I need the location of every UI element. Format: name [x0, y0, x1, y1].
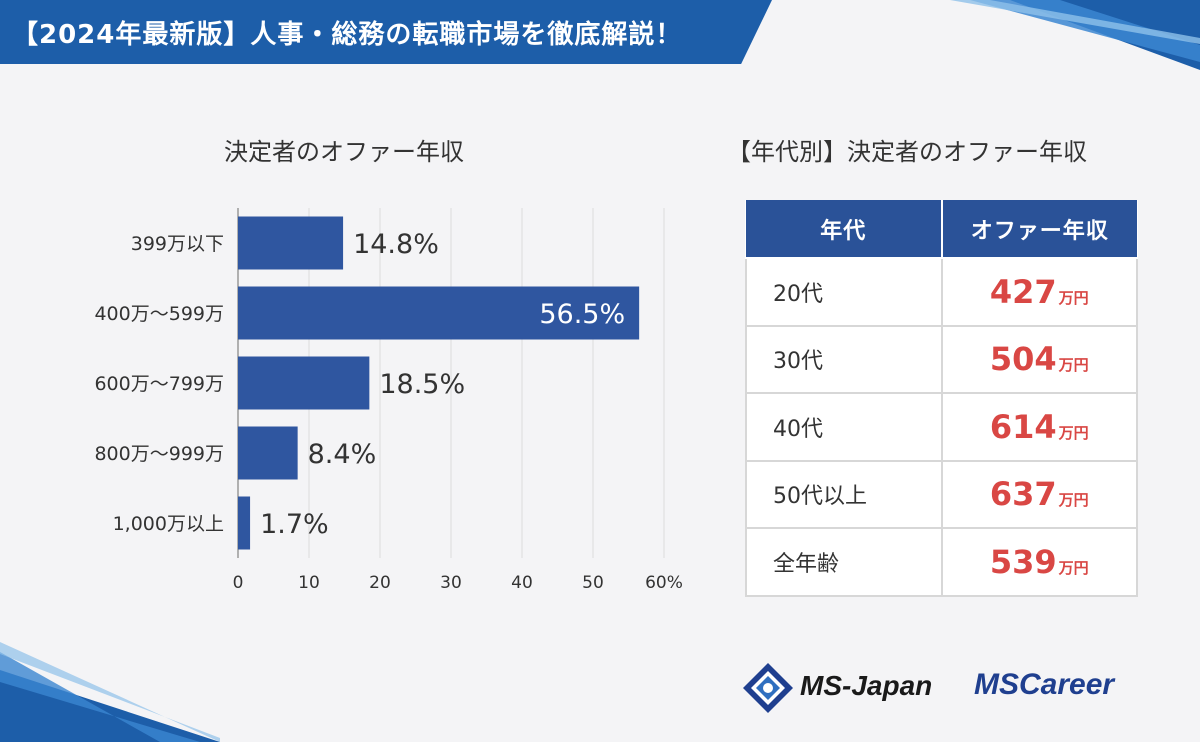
header-offer-income: オファー年収	[940, 200, 1137, 259]
offer-number: 614	[989, 407, 1057, 446]
data-label: 14.8%	[353, 229, 439, 260]
table-row: 30代 504 万円	[745, 324, 1138, 394]
corner-decoration-bottom-left	[0, 642, 220, 742]
x-tick-label: 60%	[645, 573, 683, 593]
offer-unit: 万円	[1058, 423, 1089, 442]
offer-value: 637 万円	[940, 459, 1138, 529]
age-label: 全年齢	[745, 527, 943, 597]
bar	[238, 216, 344, 270]
age-label: 50代以上	[745, 459, 943, 529]
bar-chart: 0 10 20 30 40 50 60% 399万以下 14.8% 400万～599万 56.5% 6…	[94, 208, 683, 593]
table-row: 全年齢 539 万円	[745, 527, 1138, 597]
header-title: 【2024年最新版】人事・総務の転職市場を徹底解説！	[12, 20, 683, 50]
offer-value: 504 万円	[940, 324, 1138, 394]
table-header-row: 年代 オファー年収	[746, 200, 1137, 259]
offer-value: 427 万円	[940, 257, 1138, 327]
data-label: 1.7%	[260, 509, 329, 540]
category-label: 400万～599万	[94, 303, 224, 325]
x-tick-label: 10	[298, 573, 320, 593]
offer-unit: 万円	[1058, 491, 1089, 510]
offer-value: 614 万円	[940, 392, 1138, 462]
x-tick-label: 50	[582, 573, 604, 593]
data-label: 56.5%	[539, 299, 625, 330]
category-label: 399万以下	[131, 233, 224, 255]
offer-number: 539	[989, 542, 1057, 581]
chart-title: 決定者のオファー年収	[224, 138, 464, 166]
x-tick-label: 40	[511, 573, 533, 593]
offer-unit: 万円	[1058, 288, 1089, 307]
ms-japan-logo: MS-Japan	[800, 670, 933, 701]
data-label: 18.5%	[379, 369, 465, 400]
x-tick-label: 30	[440, 573, 462, 593]
ms-career-logo: MSCareer	[974, 668, 1115, 701]
age-label: 40代	[745, 392, 943, 462]
offer-unit: 万円	[1058, 356, 1089, 375]
header-age: 年代	[746, 200, 943, 259]
table-row: 40代 614 万円	[745, 392, 1138, 462]
x-tick-label: 20	[369, 573, 391, 593]
corner-decoration-top-right	[950, 0, 1200, 70]
bar	[238, 286, 640, 340]
table-row: 50代以上 637 万円	[745, 459, 1138, 529]
ms-japan-logo-icon	[743, 663, 793, 713]
age-offer-table: 年代 オファー年収 20代 427 万円 30代 504 万円 40代 614 万円 …	[745, 200, 1138, 597]
offer-number: 504	[989, 340, 1057, 379]
bar	[238, 426, 298, 480]
age-label: 30代	[745, 324, 943, 394]
table-row: 20代 427 万円	[745, 257, 1138, 327]
category-label: 800万～999万	[94, 443, 224, 465]
data-label: 8.4%	[308, 439, 377, 470]
offer-number: 427	[989, 272, 1057, 311]
footer-logos: MS-Japan MSCareer	[742, 660, 1162, 716]
offer-unit: 万円	[1058, 558, 1089, 577]
bar	[238, 496, 251, 550]
bar	[238, 356, 370, 410]
category-label: 1,000万以上	[113, 513, 224, 535]
offer-value: 539 万円	[940, 527, 1138, 597]
table-title: 【年代別】決定者のオファー年収	[727, 138, 1087, 166]
age-label: 20代	[745, 257, 943, 327]
category-label: 600万～799万	[94, 373, 224, 395]
header-banner	[0, 0, 772, 64]
x-tick-label: 0	[233, 573, 244, 593]
offer-number: 637	[989, 475, 1057, 514]
